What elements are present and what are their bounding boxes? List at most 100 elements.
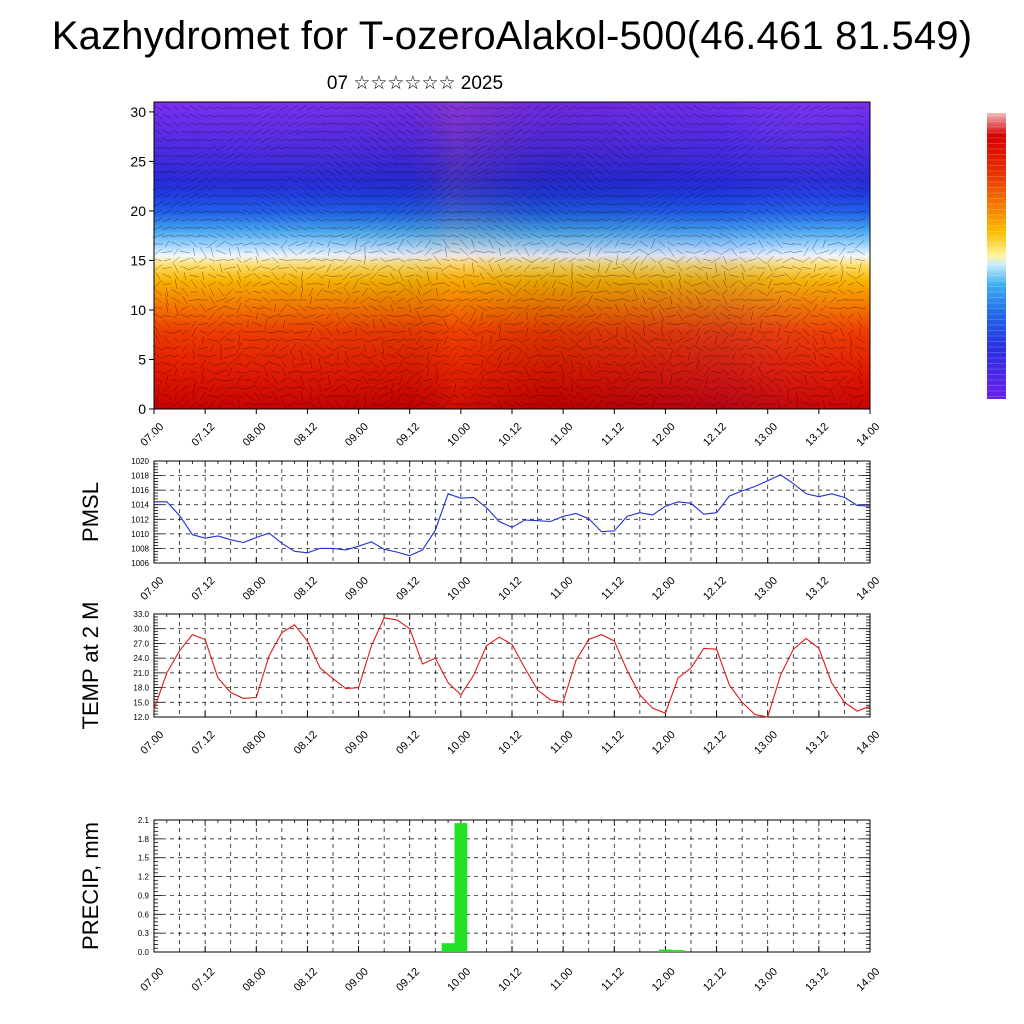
x-tick-label: 12.12 bbox=[701, 966, 729, 994]
y-tick-label: 21.0 bbox=[133, 669, 149, 678]
x-tick-label: 07.12 bbox=[190, 575, 218, 603]
x-tick-label: 13.12 bbox=[803, 575, 831, 603]
x-tick-label: 09.00 bbox=[343, 966, 371, 994]
heatmap-x-tick-label: 14.00 bbox=[854, 421, 882, 449]
x-tick-label: 13.12 bbox=[803, 729, 831, 757]
x-tick-label: 09.12 bbox=[394, 575, 422, 603]
x-tick-label: 07.00 bbox=[138, 575, 166, 603]
y-tick-label: 1020 bbox=[131, 457, 149, 466]
y-tick-label: 1012 bbox=[131, 515, 149, 524]
y-axis-label: PMSL bbox=[78, 482, 103, 542]
x-tick-label: 10.00 bbox=[445, 966, 473, 994]
x-tick-label: 08.00 bbox=[241, 966, 269, 994]
wind-vector-field bbox=[152, 105, 866, 410]
y-tick-label: 0.9 bbox=[138, 891, 150, 900]
pmsl-panel: 1006 1008 1010 1012 1014 1016 1018 1020 07.00 07.… bbox=[78, 457, 882, 603]
y-tick-label: 0.0 bbox=[138, 948, 150, 957]
heatmap-x-tick-label: 10.12 bbox=[496, 421, 524, 449]
x-tick-label: 10.12 bbox=[496, 966, 524, 994]
x-tick-label: 13.00 bbox=[752, 575, 780, 603]
y-tick-label: 1008 bbox=[131, 544, 149, 553]
x-tick-label: 08.12 bbox=[292, 729, 320, 757]
y-tick-label: 33.0 bbox=[133, 610, 149, 619]
heatmap-x-tick-label: 11.12 bbox=[599, 421, 626, 448]
x-tick-label: 13.00 bbox=[752, 729, 780, 757]
heatmap-y-tick-label: 30 bbox=[130, 104, 146, 120]
precip-bar bbox=[454, 823, 468, 952]
y-tick-label: 0.6 bbox=[138, 910, 150, 919]
y-tick-label: 1010 bbox=[131, 530, 149, 539]
x-tick-label: 09.00 bbox=[343, 729, 371, 757]
y-tick-label: 1006 bbox=[131, 559, 149, 568]
x-tick-label: 14.00 bbox=[854, 966, 882, 994]
wind-vectors-path bbox=[152, 105, 866, 410]
heatmap-shading bbox=[154, 102, 870, 409]
heatmap-y-tick-label: 20 bbox=[130, 203, 146, 219]
y-axis-label: TEMP at 2 M bbox=[78, 602, 103, 730]
precip-bar bbox=[441, 943, 455, 952]
heatmap-y-tick-label: 0 bbox=[138, 401, 146, 417]
x-tick-label: 09.12 bbox=[394, 966, 422, 994]
heatmap-y-tick-label: 25 bbox=[130, 153, 146, 169]
y-tick-label: 2.1 bbox=[138, 816, 150, 825]
y-tick-label: 1016 bbox=[131, 486, 149, 495]
heatmap-x-axis: 07.00 07.12 08.00 08.12 09.00 09.12 10.00 10.12… bbox=[138, 409, 882, 449]
x-tick-label: 10.00 bbox=[445, 575, 473, 603]
heatmap-x-tick-label: 10.00 bbox=[445, 421, 473, 449]
x-tick-label: 08.12 bbox=[292, 966, 320, 994]
x-tick-label: 10.00 bbox=[445, 729, 473, 757]
precipitation-panel: 0.0 0.3 0.6 0.9 1.2 1.5 1.8 2.1 07.00 07.12 08.00 0… bbox=[78, 816, 882, 994]
heatmap-x-tick-label: 09.00 bbox=[343, 421, 371, 449]
cross-section-panel: 0 5 10 15 20 25 30 07.00 07.12 08.00 08.12 09.00 09… bbox=[130, 101, 882, 449]
y-tick-label: 1.2 bbox=[138, 873, 150, 882]
heatmap-x-tick-label: 09.12 bbox=[394, 421, 422, 449]
x-tick-label: 11.12 bbox=[599, 966, 626, 993]
heatmap-x-tick-label: 13.12 bbox=[803, 421, 831, 449]
y-tick-label: 27.0 bbox=[133, 639, 149, 648]
x-tick-label: 11.00 bbox=[548, 966, 575, 993]
color-bar bbox=[987, 113, 1006, 399]
x-tick-label: 07.00 bbox=[138, 966, 166, 994]
heatmap-y-tick-label: 15 bbox=[130, 252, 146, 268]
x-tick-label: 11.00 bbox=[548, 729, 575, 756]
x-tick-label: 12.12 bbox=[701, 729, 729, 757]
y-tick-label: 1018 bbox=[131, 472, 149, 481]
color-bar-levels bbox=[987, 115, 1006, 397]
x-tick-label: 09.12 bbox=[394, 729, 422, 757]
y-tick-label: 30.0 bbox=[133, 625, 149, 634]
temperature-panel: 12.0 15.0 18.0 21.0 24.0 27.0 30.0 33.0 07.00 07.… bbox=[78, 602, 882, 757]
x-tick-label: 07.12 bbox=[190, 966, 218, 994]
precip-bar bbox=[671, 950, 685, 952]
x-tick-label: 14.00 bbox=[854, 729, 882, 757]
heatmap-y-axis: 0 5 10 15 20 25 30 bbox=[130, 104, 154, 417]
y-axis-label: PRECIP, mm bbox=[78, 822, 103, 950]
y-tick-label: 1014 bbox=[131, 501, 149, 510]
x-tick-label: 11.12 bbox=[599, 729, 626, 756]
heatmap-x-tick-label: 11.00 bbox=[548, 421, 575, 448]
heatmap-x-tick-label: 12.00 bbox=[650, 421, 678, 449]
x-tick-label: 08.00 bbox=[241, 575, 269, 603]
heatmap-x-tick-label: 07.00 bbox=[138, 421, 166, 449]
x-tick-label: 09.00 bbox=[343, 575, 371, 603]
heatmap-x-tick-label: 13.00 bbox=[752, 421, 780, 449]
x-tick-label: 12.00 bbox=[650, 729, 678, 757]
x-tick-label: 11.12 bbox=[599, 575, 626, 602]
heatmap-x-tick-label: 07.12 bbox=[190, 421, 218, 449]
y-tick-label: 24.0 bbox=[133, 654, 149, 663]
precip-bar bbox=[659, 949, 672, 952]
x-tick-label: 10.12 bbox=[496, 575, 524, 603]
heatmap-x-tick-label: 08.00 bbox=[241, 421, 269, 449]
y-tick-label: 1.5 bbox=[138, 854, 150, 863]
temperature-series-line bbox=[153, 617, 871, 718]
x-tick-label: 13.12 bbox=[803, 966, 831, 994]
x-tick-label: 07.12 bbox=[190, 729, 218, 757]
heatmap-y-tick-label: 5 bbox=[138, 351, 146, 367]
pmsl-series-line bbox=[154, 474, 871, 557]
x-tick-label: 14.00 bbox=[854, 575, 882, 603]
y-tick-label: 12.0 bbox=[133, 713, 149, 722]
y-tick-label: 1.8 bbox=[138, 835, 150, 844]
y-tick-label: 0.3 bbox=[138, 929, 150, 938]
chart-title: Kazhydromet for T-ozeroAlakol-500(46.461… bbox=[51, 14, 973, 58]
x-tick-label: 12.00 bbox=[650, 966, 678, 994]
